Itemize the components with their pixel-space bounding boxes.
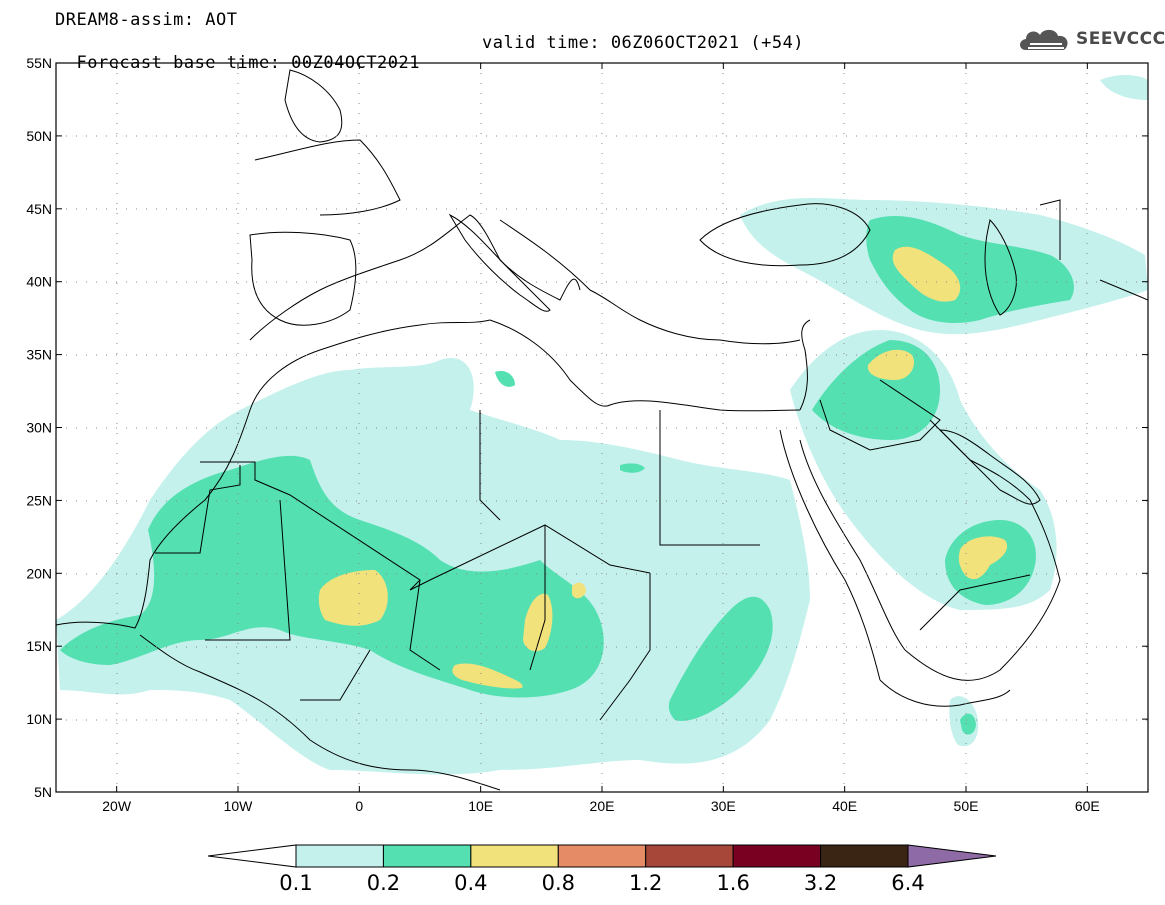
colorbar-swatch: [557, 844, 647, 868]
colorbar-swatch: [645, 844, 734, 868]
colorbar-label: 0.1: [279, 871, 312, 895]
colorbar-label: 1.2: [629, 871, 662, 895]
colorbar: 0.1 0.2 0.4 0.8 1.2 1.6 3.2 6.4: [207, 844, 997, 895]
lat-tick-label: 35N: [26, 347, 52, 363]
colorbar-swatch: [382, 844, 472, 868]
lon-tick-label: 10W: [224, 798, 254, 814]
aot-level-0.4: [318, 246, 1008, 689]
lat-tick-label: 45N: [26, 201, 52, 217]
lon-tick-label: 20E: [590, 798, 615, 814]
lat-tick-label: 25N: [26, 492, 52, 508]
lon-tick-label: 60E: [1075, 798, 1100, 814]
longitude-axis: 20W 10W 0 10E 20E 30E 40E 50E 60E: [102, 63, 1100, 814]
colorbar-over-triangle: [907, 844, 997, 868]
lon-tick-label: 50E: [954, 798, 979, 814]
colorbar-label: 0.4: [454, 871, 487, 895]
colorbar-swatch: [470, 844, 559, 868]
valid-time-text: valid time: 06Z06OCT2021 (+54): [482, 33, 805, 53]
coastlines: [56, 69, 1148, 791]
lat-tick-label: 50N: [26, 128, 52, 144]
lat-tick-label: 15N: [26, 638, 52, 654]
colorbar-label: 1.6: [716, 871, 749, 895]
colorbar-label: 0.2: [367, 871, 400, 895]
lon-tick-label: 40E: [832, 798, 857, 814]
colorbar-swatch: [732, 844, 822, 868]
lat-tick-label: 30N: [26, 420, 52, 436]
lat-tick-label: 40N: [26, 274, 52, 290]
lat-tick-label: 55N: [26, 55, 52, 71]
cloud-icon: [1020, 29, 1068, 50]
colorbar-swatch: [820, 844, 909, 868]
lon-tick-label: 30E: [711, 798, 736, 814]
aot-fields: [56, 75, 1148, 775]
colorbar-label: 0.8: [542, 871, 575, 895]
latitude-axis: 55N 50N 45N 40N 35N 30N 25N 20N 15N 10N 5N: [26, 55, 1148, 800]
lon-tick-label: 10E: [468, 798, 493, 814]
lat-tick-label: 20N: [26, 565, 52, 581]
lat-tick-label: 10N: [26, 711, 52, 727]
colorbar-under-triangle: [207, 844, 297, 868]
seevccc-logo: SEEVCCC: [1018, 24, 1165, 56]
aot-level-0.1: [56, 75, 1148, 775]
colorbar-label: 6.4: [891, 871, 924, 895]
logo-text: SEEVCCC: [1076, 29, 1165, 49]
colorbar-swatch: [295, 844, 384, 868]
chart-title: DREAM8-assim: AOT: [55, 10, 238, 30]
colorbar-label: 3.2: [804, 871, 837, 895]
lon-tick-label: 20W: [102, 798, 132, 814]
lon-tick-label: 0: [355, 798, 363, 814]
lat-tick-label: 5N: [34, 784, 52, 800]
